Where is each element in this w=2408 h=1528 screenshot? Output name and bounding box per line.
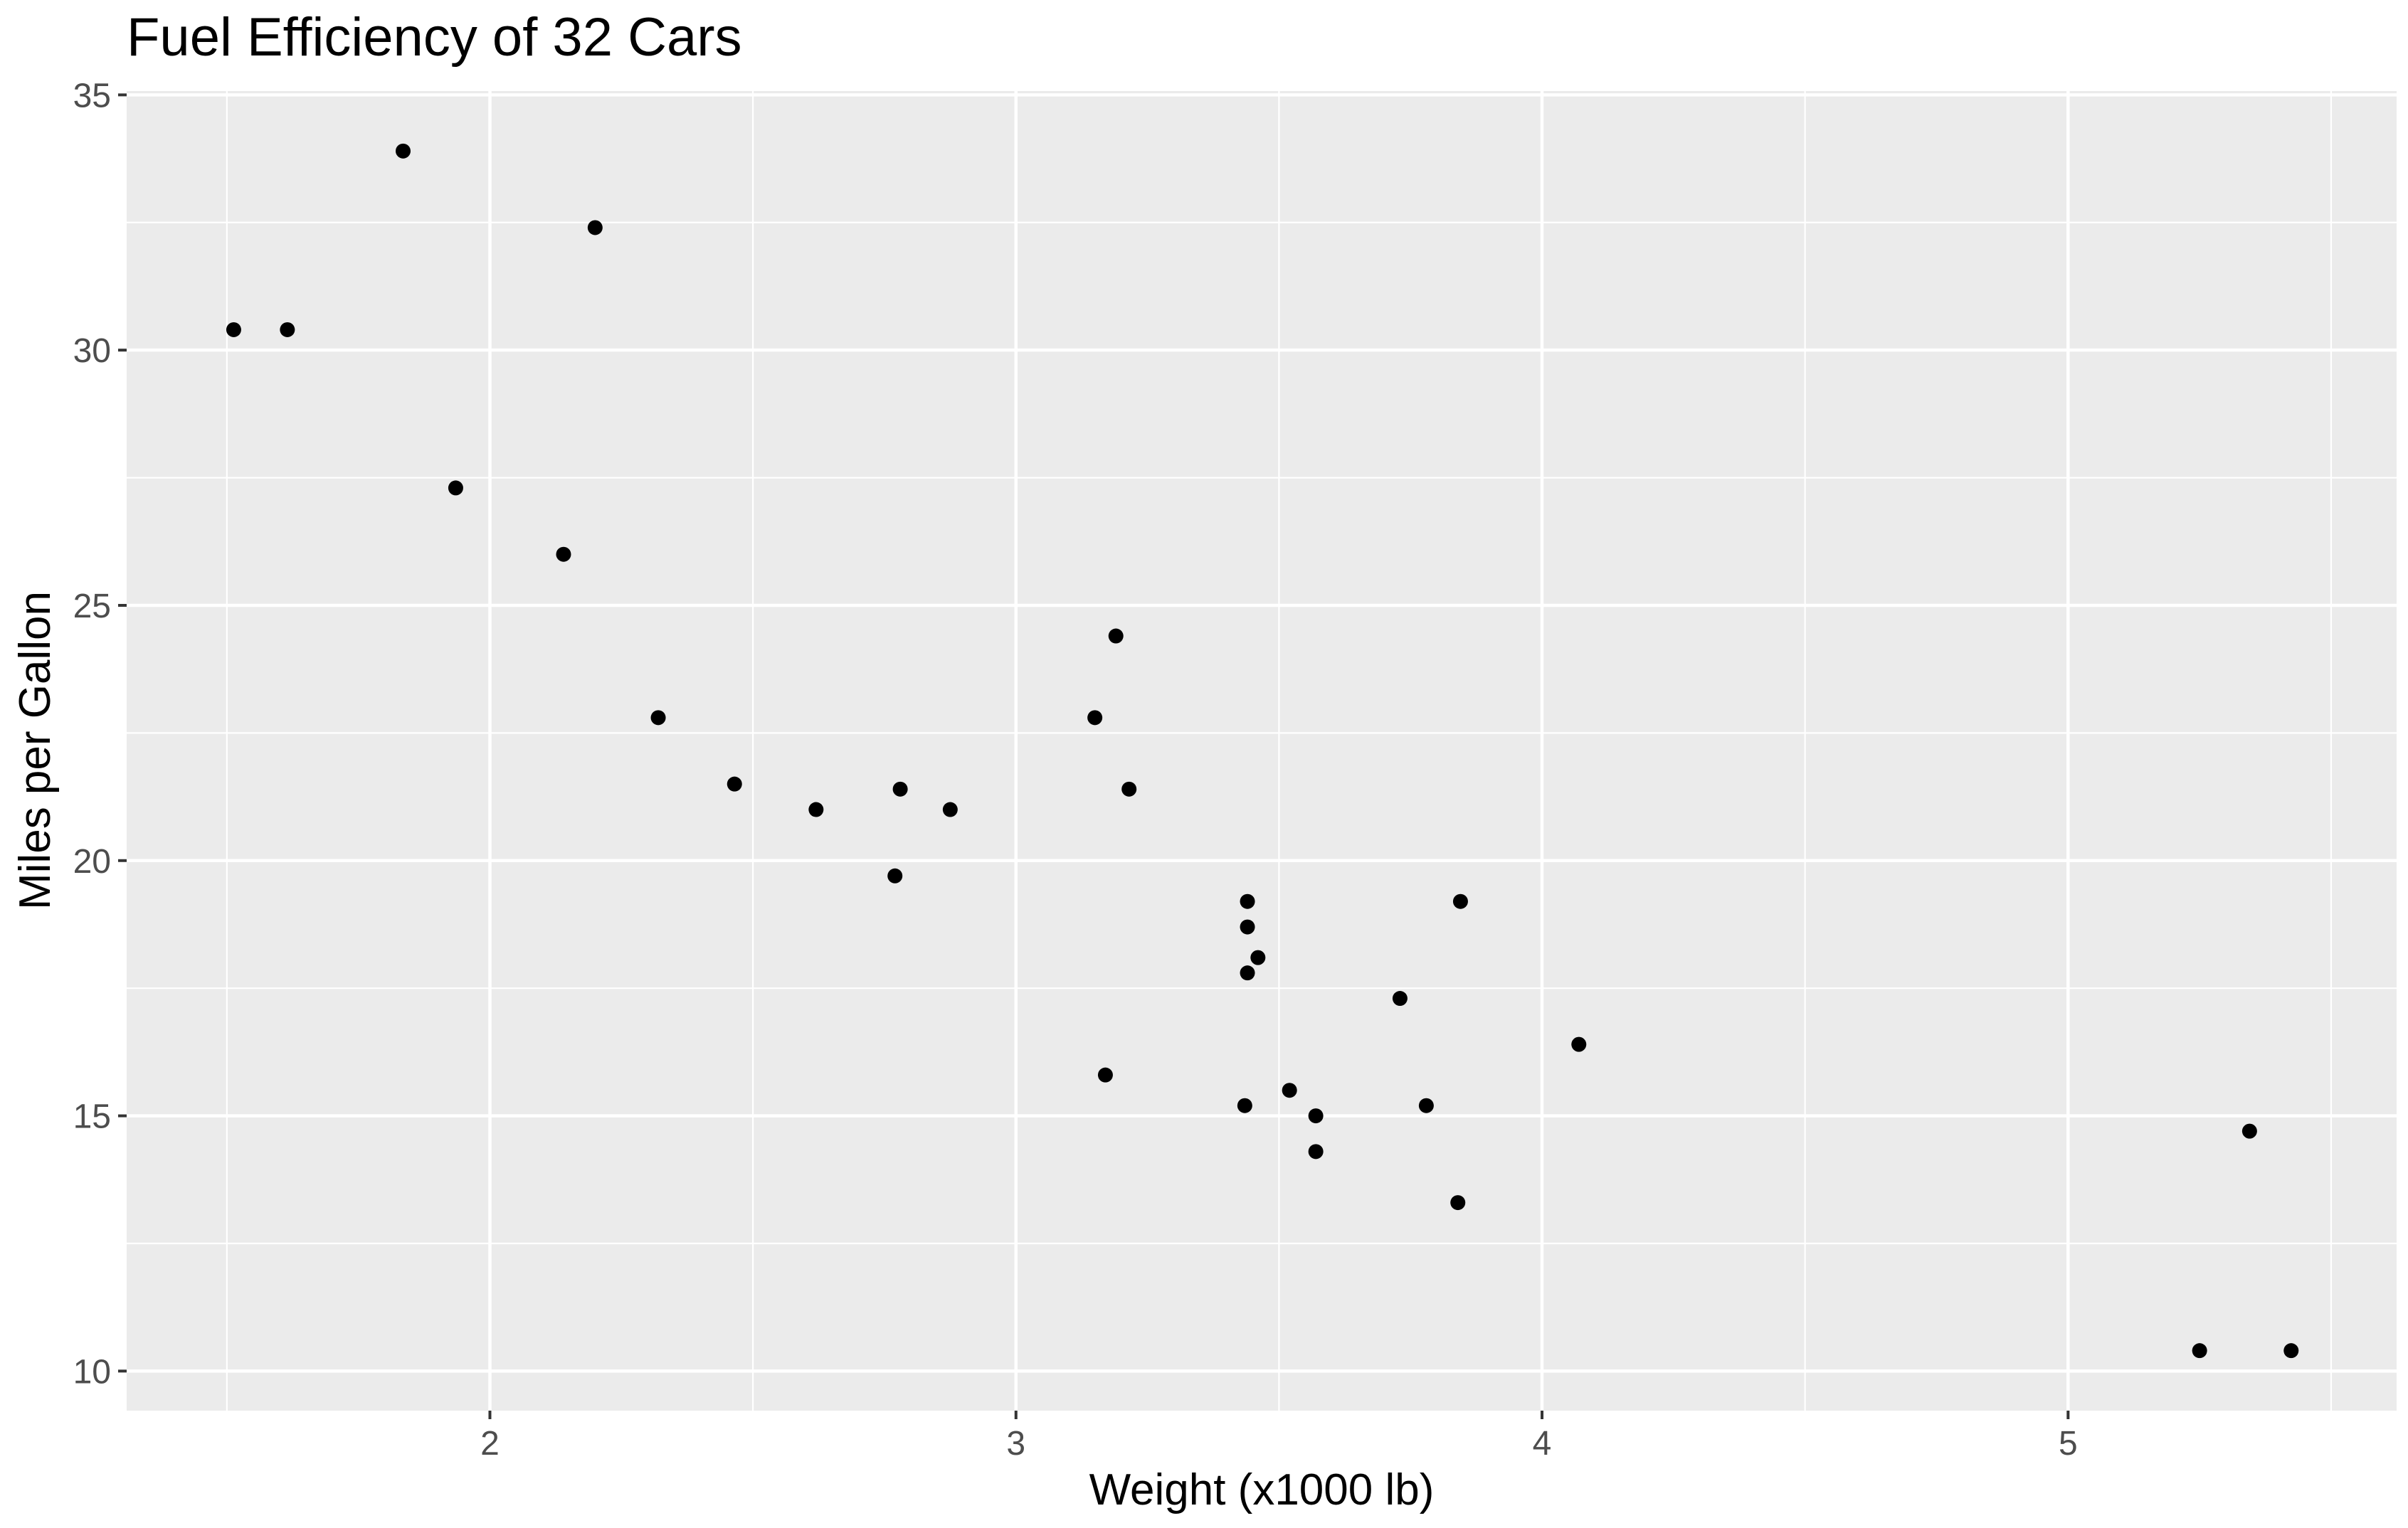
data-point [1121,781,1137,797]
data-point [1240,893,1255,909]
y-tick-label: 35 [73,77,111,115]
data-point [2241,1123,2257,1139]
data-point [448,480,463,496]
data-point [2283,1343,2299,1359]
data-point [2192,1343,2207,1359]
x-tick-label: 5 [2059,1425,2078,1463]
chart-title: Fuel Efficiency of 32 Cars [127,7,742,68]
data-points [226,143,2299,1359]
data-point [556,546,571,562]
data-point [650,710,666,726]
x-tick-label: 2 [480,1425,500,1463]
data-point [1418,1098,1434,1113]
data-point [280,322,295,337]
y-tick-label: 20 [73,843,111,881]
data-point [1282,1083,1297,1098]
data-point [1308,1144,1324,1160]
data-point [395,143,411,159]
y-tick-label: 15 [73,1098,111,1136]
y-axis: 10 15 20 25 30 35 [73,77,127,1391]
data-point [1240,919,1255,935]
data-point [1452,893,1468,909]
data-point [887,868,903,884]
y-tick-label: 30 [73,332,111,370]
x-axis-title: Weight (x1000 lb) [1089,1465,1435,1514]
data-point [808,802,824,817]
data-point [587,220,603,235]
data-point [1097,1067,1113,1083]
y-tick-label: 25 [73,588,111,625]
data-point [892,781,908,797]
data-point [1250,950,1266,965]
y-axis-title: Miles per Gallon [11,591,60,910]
panel-background [127,91,2397,1411]
minor-gridlines [127,91,2397,1411]
y-tick-label: 10 [73,1353,111,1391]
data-point [1108,628,1124,644]
data-point [942,802,958,817]
data-point [727,776,742,792]
plot-panel [127,91,2397,1411]
data-point [1237,1098,1252,1113]
x-tick-label: 4 [1533,1425,1552,1463]
data-point [1392,991,1408,1007]
data-point [226,322,241,337]
data-point [1450,1195,1466,1211]
major-gridlines [127,91,2397,1411]
x-tick-label: 3 [1006,1425,1025,1463]
data-point [1240,965,1255,981]
data-point [1308,1108,1324,1124]
x-axis: 2 3 4 5 [480,1411,2078,1463]
data-point [1087,710,1103,726]
data-point [1571,1036,1587,1052]
